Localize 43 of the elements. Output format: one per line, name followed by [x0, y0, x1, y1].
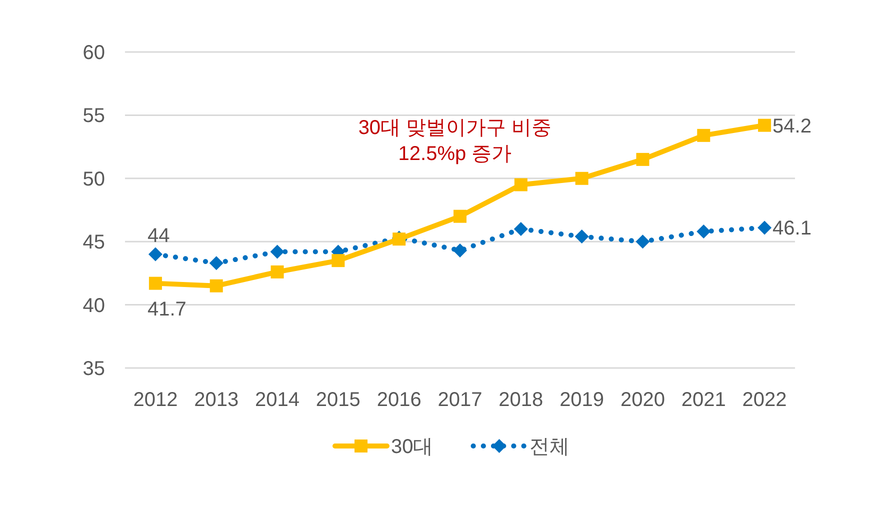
- x-tick-label: 2019: [560, 389, 604, 411]
- point: [454, 210, 466, 223]
- legend-label: 30대: [391, 436, 434, 458]
- point: [758, 220, 772, 235]
- point: [514, 222, 528, 236]
- y-tick-label: 60: [82, 42, 105, 64]
- data-label: 54.2: [772, 115, 812, 138]
- data-label: 41.7: [147, 298, 186, 320]
- point: [636, 234, 650, 249]
- data-label: 46.1: [772, 218, 812, 240]
- x-tick-label: 2021: [681, 389, 726, 411]
- x-tick-label: 2020: [620, 389, 665, 411]
- x-tick-label: 2014: [255, 389, 300, 411]
- point: [575, 172, 588, 185]
- point: [514, 178, 528, 192]
- x-tick-label: 2016: [376, 389, 422, 411]
- point: [758, 118, 772, 132]
- y-tick-label: 50: [82, 168, 105, 190]
- data-label: 44: [147, 225, 170, 248]
- x-tick-label: 2013: [194, 389, 239, 411]
- point: [270, 265, 284, 278]
- point: [148, 247, 162, 262]
- x-tick-label: 2017: [438, 389, 482, 411]
- x-tick-label: 2012: [133, 389, 178, 411]
- x-tick-label: 2022: [742, 389, 787, 411]
- annotation: 30대 맞벌이가구 비중 12.5%p 증가: [358, 117, 552, 165]
- point: [453, 243, 467, 258]
- x-tick-label: 2015: [316, 389, 360, 411]
- point: [574, 230, 589, 244]
- y-tick-label: 45: [82, 232, 105, 254]
- point: [332, 254, 345, 268]
- point: [210, 279, 223, 292]
- point: [636, 152, 650, 166]
- y-tick-label: 35: [82, 358, 105, 380]
- y-tick-label: 55: [82, 105, 105, 128]
- point: [697, 128, 710, 142]
- point: [270, 244, 284, 259]
- point: [148, 276, 162, 290]
- x-tick-label: 2018: [498, 389, 544, 411]
- point: [696, 224, 711, 238]
- y-tick-label: 40: [82, 294, 105, 317]
- legend-label: 전체: [529, 436, 570, 458]
- point: [209, 256, 224, 270]
